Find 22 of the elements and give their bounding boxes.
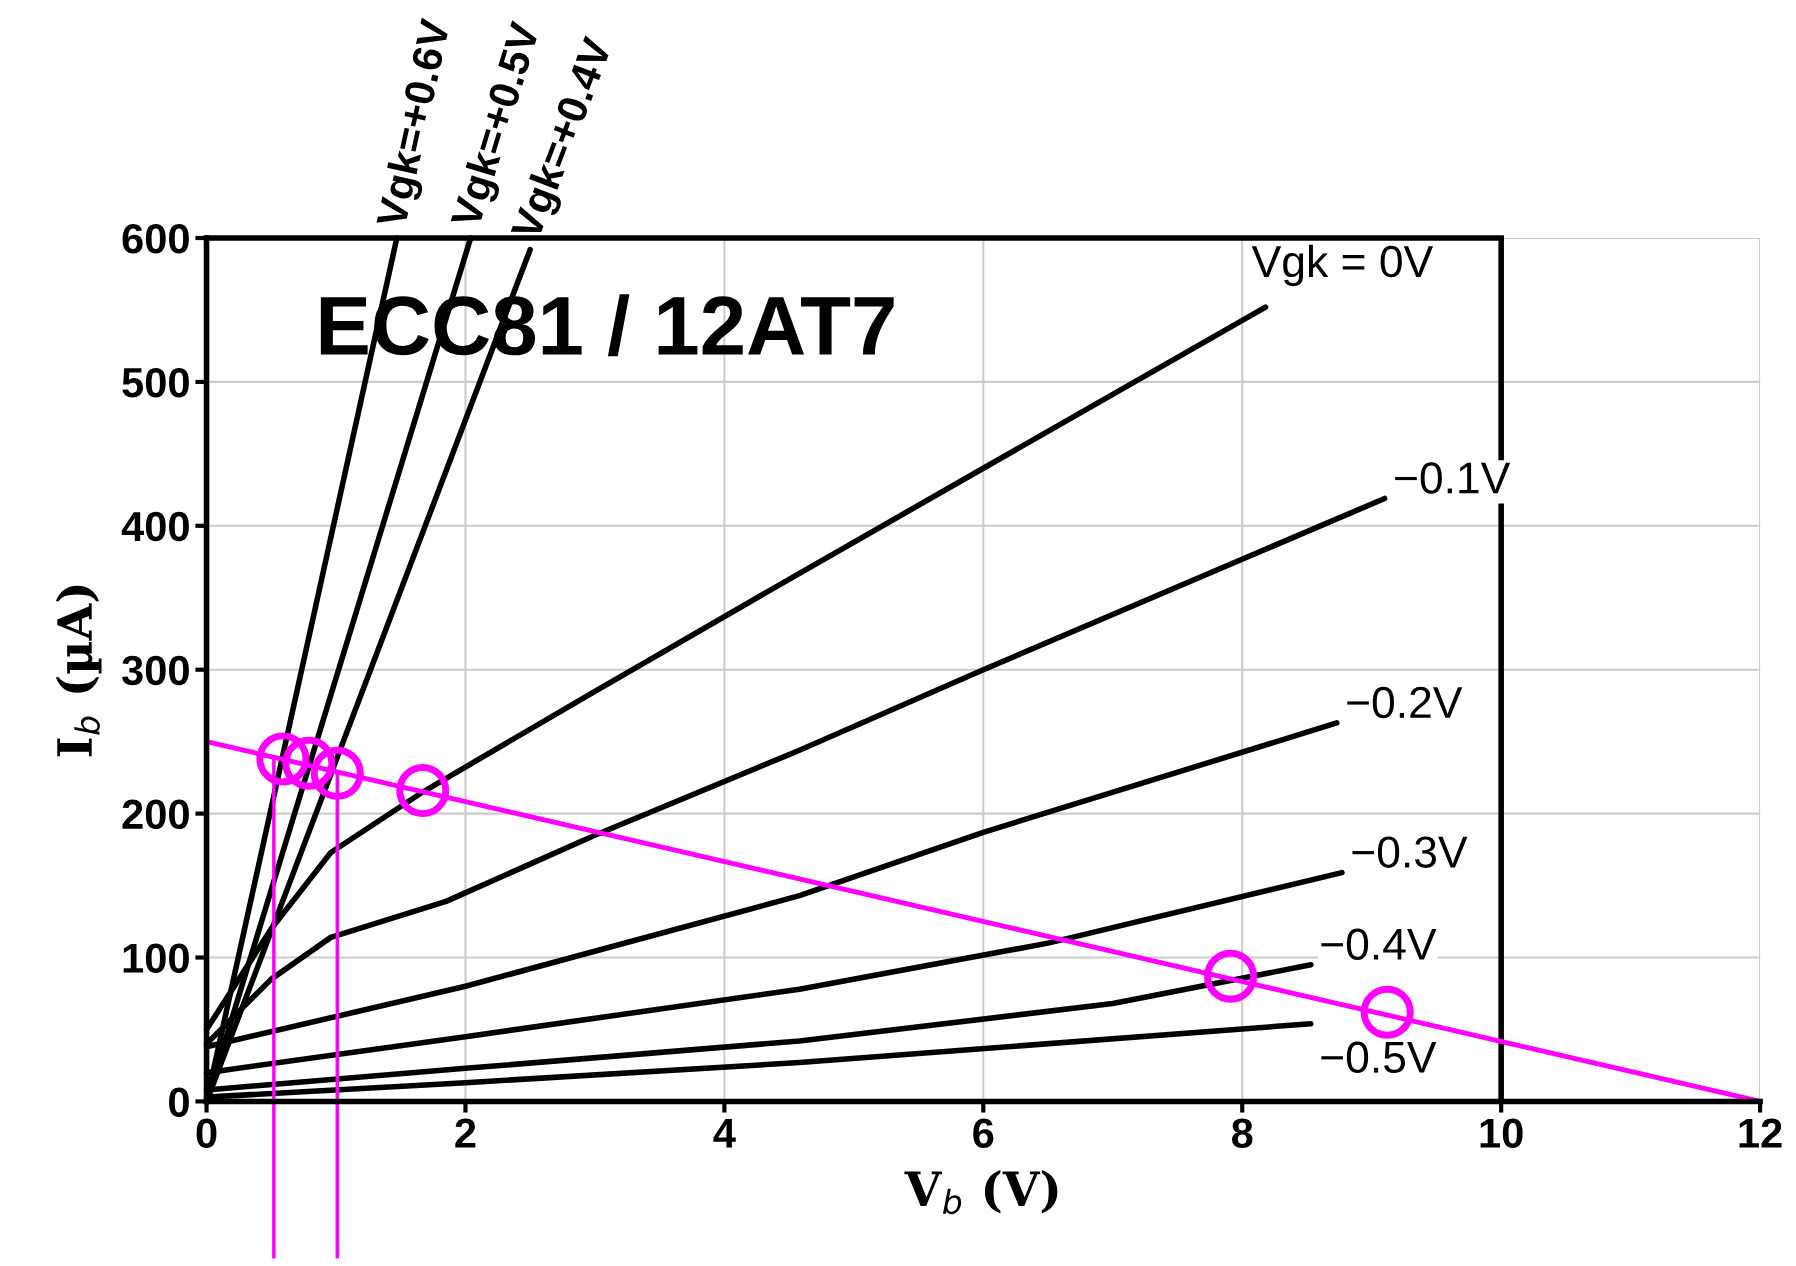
x-tick-label: 6: [973, 1118, 994, 1148]
y-tick-label: 500: [122, 367, 189, 398]
x-tick-label: 8: [1231, 1118, 1253, 1148]
series-label: −0.3V: [1352, 836, 1468, 868]
x-tick-label: 10: [1480, 1118, 1523, 1148]
series-label: −0.1V: [1395, 462, 1511, 494]
series-label: −0.5V: [1321, 1041, 1437, 1074]
y-tick-label: 100: [123, 943, 189, 974]
x-tick-label: 4: [713, 1118, 736, 1148]
x-tick-label: 0: [196, 1118, 217, 1148]
x-axis-title: V$_{b}$ (V): [904, 1170, 1058, 1215]
x-tick-label: 2: [455, 1118, 476, 1148]
y-tick-label: 0: [169, 1087, 189, 1117]
x-tick-label: 12: [1739, 1118, 1782, 1148]
series-label: Vgk = 0V: [1251, 244, 1434, 287]
y-tick-label: 400: [121, 511, 189, 542]
y-tick-label: 600: [122, 224, 189, 254]
y-axis-title: I$_{b}$ (µA): [55, 585, 102, 757]
series-label: −0.2V: [1347, 686, 1463, 719]
y-tick-label: 200: [122, 799, 189, 830]
series-label: −0.4V: [1321, 928, 1437, 960]
y-tick-label: 300: [122, 655, 189, 686]
